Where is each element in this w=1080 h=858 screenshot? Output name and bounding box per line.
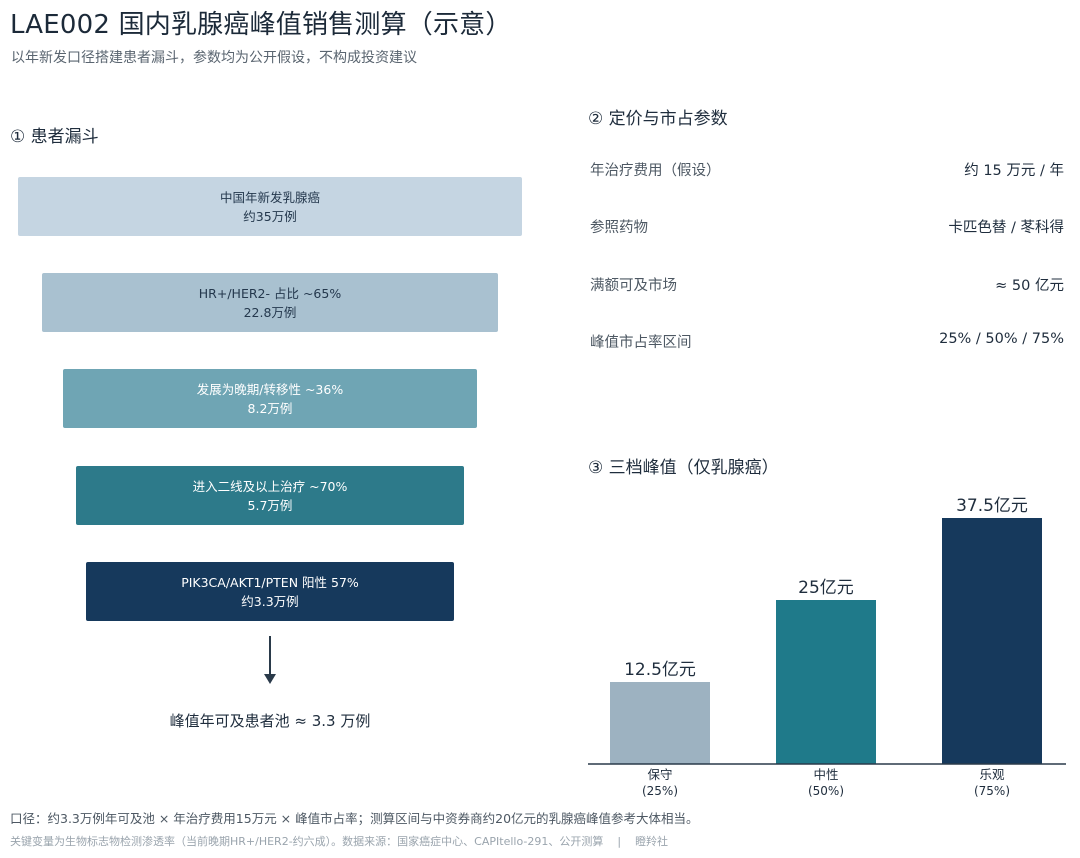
param-value: 卡匹色替 / 苳科得 xyxy=(948,220,1064,236)
category-sublabel: (25%) xyxy=(642,784,678,798)
param-row-addressable-market: 满额可及市场 ≈ 50 亿元 xyxy=(590,274,1064,298)
param-label: 峰值市占率区间 xyxy=(590,335,692,351)
param-label: 参照药物 xyxy=(590,220,648,236)
category-label: 乐观 xyxy=(979,767,1005,782)
param-label: 年治疗费用（假设） xyxy=(590,163,721,179)
funnel-stage-value: 约35万例 xyxy=(243,208,297,224)
page-title: LAE002 国内乳腺癌峰值销售测算（示意） xyxy=(10,10,512,40)
bar-data-label: 25亿元 xyxy=(798,578,854,598)
funnel-stage-label: PIK3CA/AKT1/PTEN 阳性 57% xyxy=(181,574,359,590)
param-value: 约 15 万元 / 年 xyxy=(964,163,1064,179)
funnel-stage-1: 中国年新发乳腺癌 约35万例 xyxy=(18,177,522,236)
category-sublabel: (75%) xyxy=(974,784,1010,798)
funnel-stage-4: 进入二线及以上治疗 ~70% 5.7万例 xyxy=(76,466,464,525)
funnel-result: 峰值年可及患者池 ≈ 3.3 万例 xyxy=(169,712,371,730)
bar-3 xyxy=(942,518,1042,764)
footer-brand: 瞪羚社 xyxy=(635,835,669,848)
footer-source: 关键变量为生物标志物检测渗透率（当前晚期HR+/HER2-约六成）。数据来源：国… xyxy=(10,833,668,849)
pricing-heading: ② 定价与市占参数 xyxy=(588,109,728,129)
param-label: 满额可及市场 xyxy=(590,278,677,294)
footer-source-text: 关键变量为生物标志物检测渗透率（当前晚期HR+/HER2-约六成）。数据来源：国… xyxy=(10,835,604,848)
funnel-stage-value: 5.7万例 xyxy=(247,497,293,513)
param-value: 25% / 50% / 75% xyxy=(939,331,1064,347)
footer-methodology: 口径：约3.3万例年可及池 × 年治疗费用15万元 × 峰值市占率；测算区间与中… xyxy=(10,811,699,826)
param-row-annual-cost: 年治疗费用（假设） 约 15 万元 / 年 xyxy=(590,159,1064,183)
param-row-reference-drug: 参照药物 卡匹色替 / 苳科得 xyxy=(590,216,1064,240)
category-sublabel: (50%) xyxy=(808,784,844,798)
page-subtitle: 以年新发口径搭建患者漏斗，参数均为公开假设，不构成投资建议 xyxy=(11,50,417,66)
funnel-stage-label: 中国年新发乳腺癌 xyxy=(219,189,320,205)
bar-1 xyxy=(610,682,710,764)
funnel-stage-value: 22.8万例 xyxy=(243,304,297,320)
chart-heading: ③ 三档峰值（仅乳腺癌） xyxy=(588,458,779,478)
bar-data-label: 37.5亿元 xyxy=(956,496,1028,516)
footer-separator: | xyxy=(617,835,622,848)
bar-data-label: 12.5亿元 xyxy=(624,660,696,680)
funnel-stage-label: 发展为晚期/转移性 ~36% xyxy=(196,381,344,397)
funnel-arrow-shaft xyxy=(269,636,271,676)
category-label: 保守 xyxy=(647,767,672,782)
param-value: ≈ 50 亿元 xyxy=(995,278,1064,294)
arrow-down-icon xyxy=(264,674,276,684)
funnel-stage-value: 约3.3万例 xyxy=(241,593,299,609)
funnel-heading: ① 患者漏斗 xyxy=(10,127,99,147)
funnel-stage-value: 8.2万例 xyxy=(247,400,293,416)
category-label: 中性 xyxy=(813,767,838,782)
param-row-peak-share: 峰值市占率区间 25% / 50% / 75% xyxy=(590,331,1064,355)
funnel-stage-2: HR+/HER2- 占比 ~65% 22.8万例 xyxy=(42,273,498,332)
funnel-stage-5: PIK3CA/AKT1/PTEN 阳性 57% 约3.3万例 xyxy=(86,562,454,621)
bar-2 xyxy=(776,600,876,764)
funnel-stage-label: 进入二线及以上治疗 ~70% xyxy=(192,478,348,494)
funnel-stage-label: HR+/HER2- 占比 ~65% xyxy=(198,285,342,301)
funnel-stage-3: 发展为晚期/转移性 ~36% 8.2万例 xyxy=(63,369,477,428)
